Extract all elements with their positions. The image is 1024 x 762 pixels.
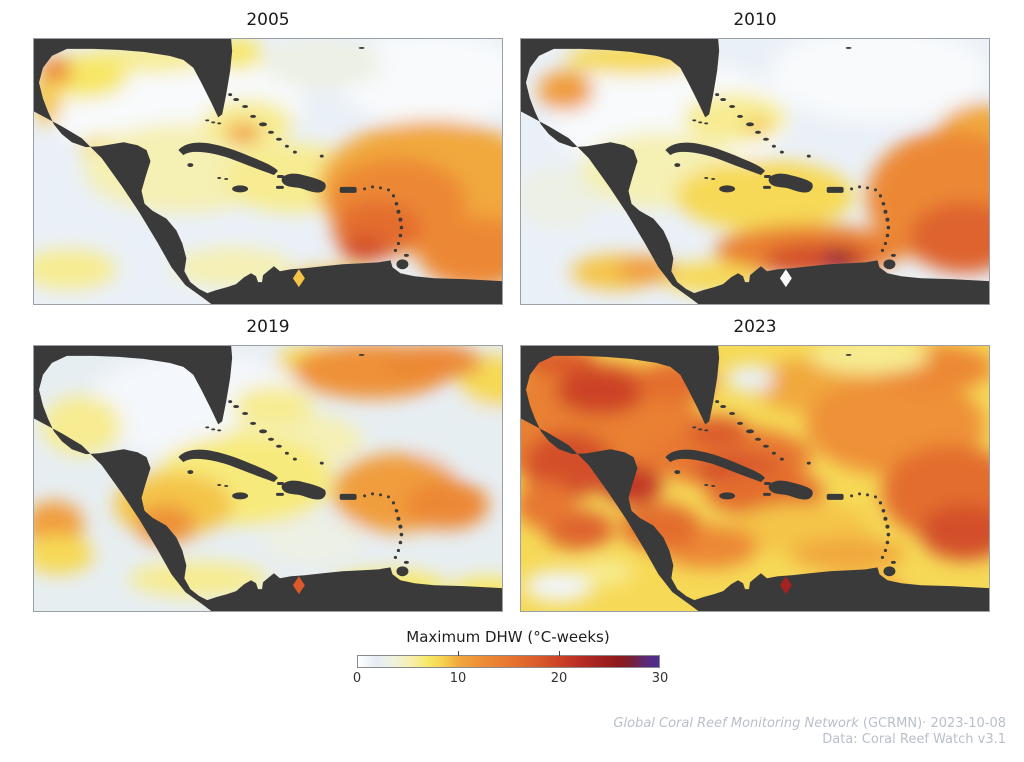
dhw-map-2010 xyxy=(521,39,989,304)
map-panel-2019 xyxy=(33,345,503,612)
panel-title-2010: 2010 xyxy=(733,10,777,30)
colorbar-ticks: 0 10 20 30 xyxy=(353,671,668,687)
attribution-line-1: Global Coral Reef Monitoring Network (GC… xyxy=(613,716,1006,732)
map-panel-2005 xyxy=(33,38,503,305)
dhw-heat-field xyxy=(521,346,989,606)
colorbar-title: Maximum DHW (°C-weeks) xyxy=(406,628,610,646)
colorbar-tick-label: 10 xyxy=(449,671,467,686)
dhw-map-2023 xyxy=(521,346,989,611)
dhw-map-2005 xyxy=(34,39,502,304)
colorbar-tick-label: 20 xyxy=(550,671,568,686)
attribution-network-name: Global Coral Reef Monitoring Network xyxy=(613,716,859,731)
colorbar-gradient xyxy=(357,651,660,668)
coastal-lagoon xyxy=(779,576,792,595)
attribution-date: (GCRMN)· 2023-10-08 xyxy=(858,716,1006,731)
colorbar-tick-label: 0 xyxy=(352,671,362,686)
map-panel-2010 xyxy=(520,38,990,305)
panel-title-2023: 2023 xyxy=(733,317,777,337)
coastal-lagoon xyxy=(292,576,305,595)
map-panel-2023 xyxy=(520,345,990,612)
colorbar-tick-label: 30 xyxy=(651,671,669,686)
dhw-map-2019 xyxy=(34,346,502,611)
panel-title-2019: 2019 xyxy=(246,317,290,337)
dhw-heat-field xyxy=(34,346,502,611)
attribution-line-2: Data: Coral Reef Watch v3.1 xyxy=(822,732,1006,747)
colorbar-notch xyxy=(558,651,560,656)
panel-title-2005: 2005 xyxy=(246,10,290,30)
colorbar-notch xyxy=(458,651,460,656)
dhw-heat-field xyxy=(521,39,989,294)
attribution: Global Coral Reef Monitoring Network (GC… xyxy=(613,716,1006,748)
